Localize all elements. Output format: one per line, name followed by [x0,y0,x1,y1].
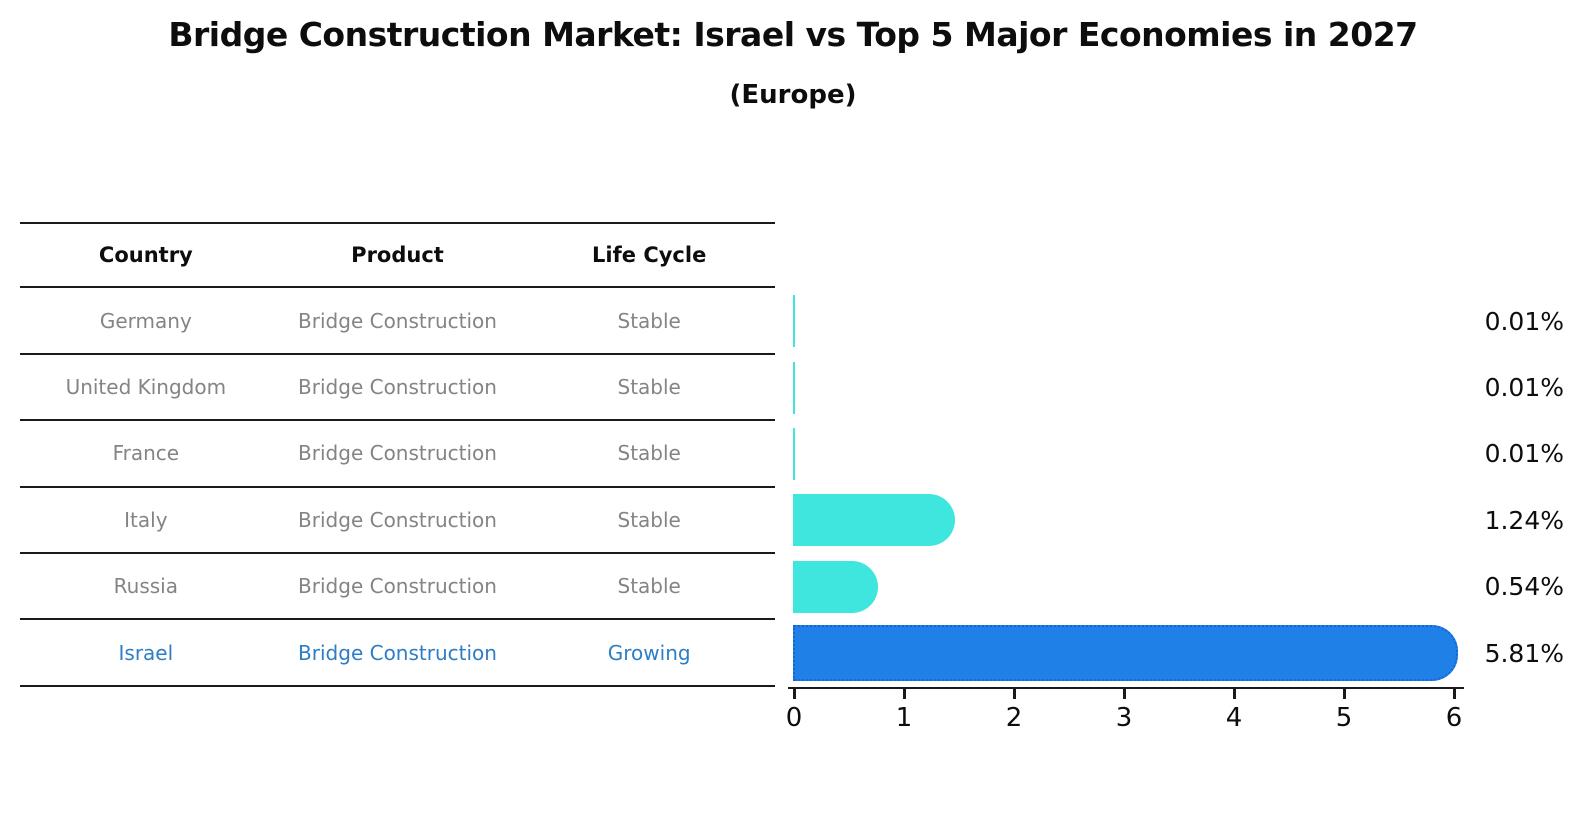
table-header-row: Country Product Life Cycle [20,222,775,289]
bar-italy [793,494,956,547]
cell-country: Italy [124,507,168,532]
cell-life-cycle: Stable [617,308,681,333]
value-label-italy: 1.24% [1484,505,1564,535]
cell-life-cycle: Stable [617,507,681,532]
x-axis-tick-label: 4 [1225,703,1243,733]
table-row-russia: Russia Bridge Construction Stable [20,554,775,621]
cell-life-cycle: Stable [617,441,681,466]
bar-germany [793,295,795,348]
cell-product: Bridge Construction [298,374,497,399]
bar-row-israel: 5.81% [793,620,1586,686]
table-row-united-kingdom: United Kingdom Bridge Construction Stabl… [20,355,775,422]
value-label-russia: 0.54% [1484,572,1564,602]
x-axis-tick [1453,689,1456,699]
x-axis-tick-label: 6 [1445,703,1463,733]
x-axis-tick [1013,689,1016,699]
x-axis-tick [793,689,796,699]
value-label-france: 0.01% [1484,439,1564,469]
cell-product: Bridge Construction [298,574,497,599]
x-axis-tick-label: 3 [1115,703,1133,733]
x-axis-tick [903,689,906,699]
x-axis-tick [1123,689,1126,699]
cell-country: Russia [113,574,178,599]
table-row-france: France Bridge Construction Stable [20,421,775,488]
x-axis-tick-label: 5 [1335,703,1353,733]
bar-row-italy: 1.24% [793,487,1586,553]
cell-country: Germany [99,308,192,333]
x-axis-tick [1343,689,1346,699]
cell-product: Bridge Construction [298,507,497,532]
bar-row-germany: 0.01% [793,288,1586,354]
table-row-italy: Italy Bridge Construction Stable [20,488,775,554]
cell-product: Bridge Construction [298,441,497,466]
x-axis-tick [1233,689,1236,699]
bar-row-france: 0.01% [793,421,1586,487]
cell-product: Bridge Construction [298,640,497,665]
column-header-life-cycle: Life Cycle [592,243,707,268]
bar-chart: 0.01% 0.01% 0.01% 1.24% 0.54% 5.81% [793,288,1586,686]
bar-russia [793,560,879,613]
table-row-israel: Israel Bridge Construction Growing [20,620,775,687]
cell-life-cycle: Growing [607,640,691,665]
value-label-israel: 5.81% [1484,638,1564,668]
bar-israel [793,625,1459,682]
value-label-united-kingdom: 0.01% [1484,373,1564,403]
cell-country: United Kingdom [65,374,227,399]
cell-life-cycle: Stable [617,574,681,599]
chart-title: Bridge Construction Market: Israel vs To… [168,15,1418,54]
bar-row-russia: 0.54% [793,554,1586,620]
table-row-germany: Germany Bridge Construction Stable [20,288,775,355]
chart-subtitle: (Europe) [729,80,857,110]
bar-france [793,427,795,480]
bar-united-kingdom [793,361,795,414]
x-axis: 0 1 2 3 4 5 6 [786,687,1464,733]
value-label-germany: 0.01% [1484,306,1564,336]
x-axis-tick-label: 1 [895,703,913,733]
cell-country: Israel [118,640,174,665]
cell-product: Bridge Construction [298,308,497,333]
cell-life-cycle: Stable [617,374,681,399]
column-header-product: Product [351,243,444,268]
bar-row-united-kingdom: 0.01% [793,354,1586,420]
cell-country: France [112,441,180,466]
column-header-country: Country [98,243,193,268]
x-axis-tick-label: 0 [785,703,803,733]
x-axis-tick-label: 2 [1005,703,1023,733]
comparison-table: Country Product Life Cycle Germany Bridg… [20,222,775,687]
